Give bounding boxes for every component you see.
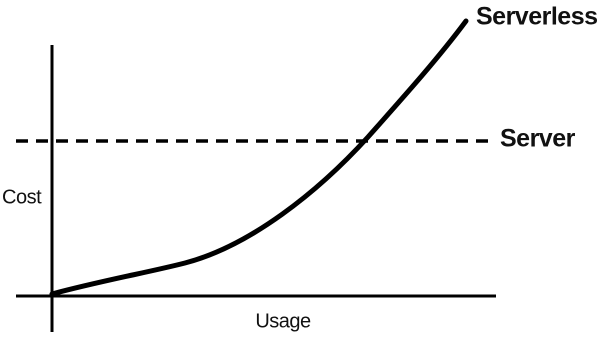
server-label: Server bbox=[500, 125, 576, 153]
x-axis-title: Usage bbox=[255, 310, 311, 332]
serverless-label: Serverless bbox=[476, 3, 598, 31]
y-axis-title: Cost bbox=[2, 186, 42, 208]
serverless-cost-curve bbox=[49, 18, 469, 297]
